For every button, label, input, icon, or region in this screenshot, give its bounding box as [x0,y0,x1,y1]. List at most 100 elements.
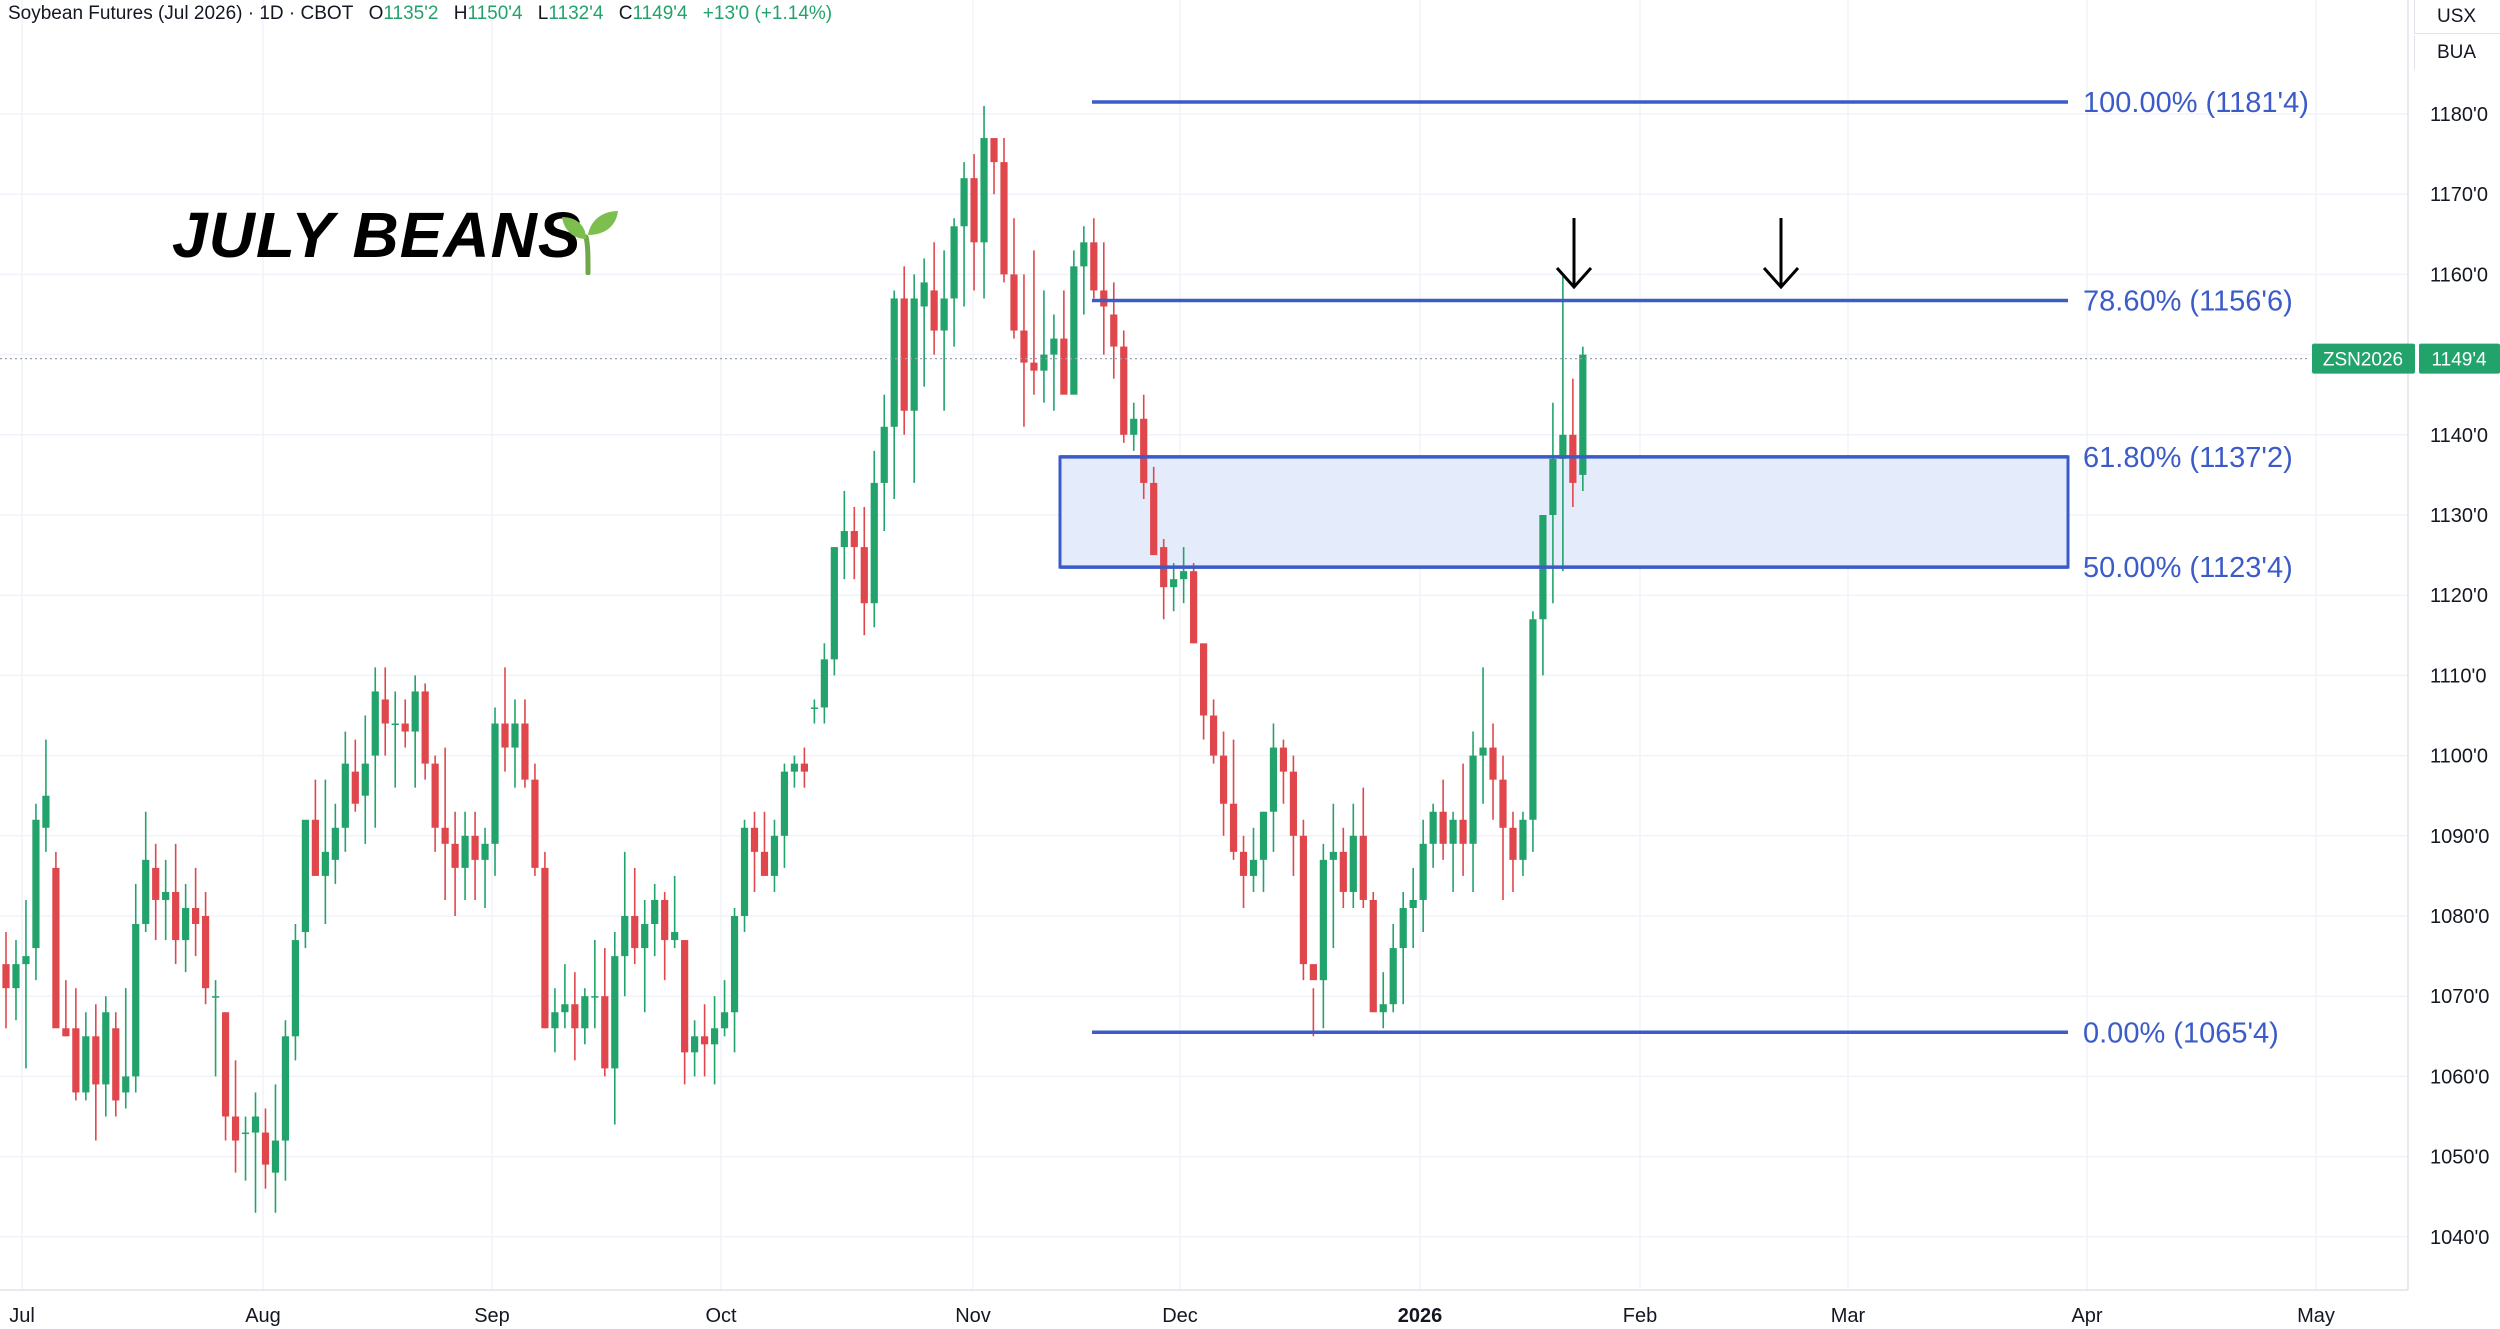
candle-body [870,482,878,604]
time-axis[interactable]: Jul Aug Sep Oct Nov Dec 2026 Feb Mar Apr May [0,1289,2408,1327]
candle-body [371,691,379,756]
candle-body [770,835,779,876]
time-tick-label: Dec [1162,1305,1198,1327]
close-value: 1149'4 [632,3,688,24]
candle-body [271,1140,280,1173]
candle-body [1180,571,1188,580]
candle-body [1010,274,1018,331]
candle-body [1509,827,1517,860]
candle-body [1449,819,1457,844]
candle-body [211,996,220,998]
price-tick-label: 1040'0 [2430,1227,2489,1249]
candle-body [1399,907,1407,949]
candle-body [1000,162,1008,275]
symbol-name[interactable]: Soybean Futures (Jul 2026) · 1D · CBOT [8,3,354,24]
candle-body [950,226,958,299]
candle-body [840,531,848,548]
candle-body [800,763,808,772]
candle-body [122,1076,130,1093]
price-tick-label: 1130'0 [2430,505,2488,527]
high-label: H [453,3,468,24]
candle-body [411,691,419,732]
time-tick-label: Nov [955,1305,991,1327]
candle-body [461,835,469,868]
candle-body [1369,899,1377,1013]
candle-body [112,1028,120,1101]
candle-body [152,867,160,900]
candle-body [351,771,359,804]
candle-body [172,891,180,941]
candle-body [631,916,639,949]
candle-body [1020,330,1028,363]
candle-body [900,298,908,411]
candle-body [681,940,689,1053]
open-label: O [368,3,384,24]
low-value: 1132'4 [548,3,604,24]
candle-body [750,827,759,852]
fib-label: 0.00% (1065'4) [2083,1017,2279,1049]
chart-grid [0,0,2408,1290]
candle-body [661,899,669,941]
candle-body [421,691,429,764]
candle-body [42,795,50,828]
candle-body [1499,779,1507,828]
candle-body [511,723,519,748]
candle-body [1090,242,1098,291]
candle-body [990,138,998,163]
candle-body [1419,843,1427,900]
candle-body [1549,458,1557,515]
measure-unit-button[interactable]: BUA [2414,36,2500,70]
candle-body [1259,811,1268,860]
candle-body [701,1036,709,1045]
candle-body [1429,811,1437,844]
candle-body [1279,747,1288,772]
candle-body [581,996,589,1029]
candle-body [521,723,529,780]
candle-body [1100,290,1108,307]
candle-body [1200,643,1208,716]
candle-body [960,178,968,227]
candle-body [970,178,978,243]
price-tick-label: 1180'0 [2430,104,2488,126]
candle-body [1469,755,1477,844]
candle-body [1389,948,1397,1005]
candle-body [1459,819,1467,844]
open-value: 1135'2 [383,3,439,24]
candle-body [321,851,329,876]
time-tick-label: Sep [474,1305,510,1327]
fib-label: 78.60% (1156'6) [2083,285,2293,317]
candle-body [441,827,449,844]
candle-body [52,867,60,1029]
candle-body [850,531,858,548]
candle-body [1120,346,1128,435]
candle-body [192,907,200,925]
currency-unit-button[interactable]: USX [2414,0,2500,34]
candlestick-series[interactable] [2,105,1587,1213]
candle-body [930,290,938,331]
price-axis[interactable]: 1180'01170'01160'01150'01140'01130'01120… [2407,0,2489,1290]
candle-body [1529,619,1537,820]
symbol-tag-label: ZSN2026 [2323,350,2403,371]
candle-body [531,779,539,868]
price-tick-label: 1080'0 [2430,906,2489,928]
candle-body [62,1028,70,1037]
candle-body [1219,755,1228,804]
symbol-tag-bg [2312,343,2415,374]
time-tick-label: 2026 [1398,1305,1443,1327]
close-label: C [618,3,633,24]
candle-body [301,819,309,933]
candle-body [1349,835,1357,892]
fib-retracement[interactable]: 100.00% (1181'4) 78.60% (1156'6) 61.80% (1… [1060,87,2309,1049]
candle-body [1150,482,1158,556]
candle-body [361,763,369,796]
time-tick-label: Apr [2071,1305,2102,1327]
candle-body [1190,571,1198,644]
candle-body [860,547,868,604]
symbol-header: Soybean Futures (Jul 2026) · 1D · CBOT O… [8,3,842,25]
candle-body [611,956,619,1069]
candle-body [1479,747,1487,756]
candle-body [401,723,409,732]
candle-body [980,138,988,243]
candle-body [730,916,739,1013]
